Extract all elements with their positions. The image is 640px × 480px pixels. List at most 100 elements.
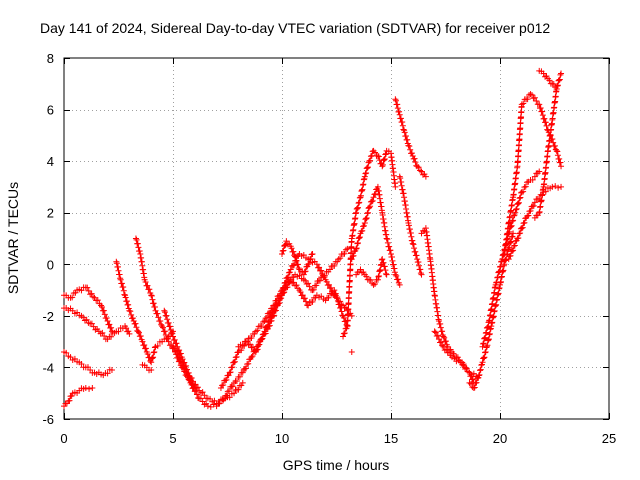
data-point (518, 189, 525, 196)
series-arc-2 (61, 304, 133, 343)
data-point (178, 359, 185, 366)
data-point (413, 252, 420, 259)
data-point (524, 179, 531, 186)
data-point (375, 153, 382, 160)
data-point (182, 365, 189, 372)
data-point (123, 298, 130, 305)
data-point (558, 163, 565, 170)
data-point (506, 239, 513, 246)
data-point (340, 333, 347, 340)
data-point (68, 392, 75, 399)
data-point (136, 247, 143, 254)
data-point (402, 133, 409, 140)
data-point (232, 354, 239, 361)
data-point (310, 286, 317, 293)
data-point (515, 200, 522, 207)
data-point (184, 372, 191, 379)
data-point (477, 366, 484, 373)
data-point (363, 169, 370, 176)
data-point (268, 313, 275, 320)
data-point (480, 340, 487, 347)
data-point (306, 256, 313, 263)
data-point (299, 292, 306, 299)
data-point (406, 143, 413, 150)
data-point (265, 318, 272, 325)
data-point (556, 76, 563, 83)
data-point (422, 173, 429, 180)
data-point (176, 347, 183, 354)
data-point (459, 359, 466, 366)
data-point (167, 323, 174, 330)
series-arc-16 (392, 96, 429, 180)
data-point (117, 275, 124, 282)
data-point (392, 97, 399, 104)
data-point (502, 256, 509, 263)
data-point (274, 301, 281, 308)
data-point (483, 329, 490, 336)
data-point (154, 342, 161, 349)
data-point (135, 244, 142, 251)
data-point (482, 348, 489, 355)
data-point (354, 240, 361, 247)
data-point (300, 271, 307, 278)
data-point (340, 314, 347, 321)
data-point (148, 367, 155, 374)
data-point (303, 280, 310, 287)
data-point (247, 341, 254, 348)
data-point (142, 278, 149, 285)
data-point (542, 119, 549, 126)
data-point (90, 323, 97, 330)
series-arc-18 (418, 225, 477, 386)
data-point (162, 309, 169, 316)
data-point (481, 354, 488, 361)
data-point (101, 311, 108, 318)
data-point (85, 287, 92, 294)
data-point (485, 323, 492, 330)
data-point (245, 360, 252, 367)
data-point (132, 320, 139, 327)
data-point (404, 136, 411, 143)
data-point (226, 369, 233, 376)
data-point (493, 279, 500, 286)
data-point (355, 200, 362, 207)
data-point (135, 329, 142, 336)
data-point (199, 398, 206, 405)
tick-layer: 0 5 10 15 20 25 -6 -4 -2 0 2 4 6 8 (42, 51, 616, 446)
data-point (114, 263, 121, 270)
data-point (290, 279, 297, 286)
data-point (115, 267, 122, 274)
data-point (392, 271, 399, 278)
data-point (108, 324, 115, 331)
data-point (290, 248, 297, 255)
x-tick-label: 5 (169, 431, 176, 446)
data-point (305, 302, 312, 309)
data-point (188, 381, 195, 388)
data-point (516, 195, 523, 202)
data-point (266, 322, 273, 329)
data-point (349, 253, 356, 260)
data-point (245, 341, 252, 348)
data-point (536, 168, 543, 175)
series-arc-21 (479, 168, 543, 350)
data-point (540, 70, 547, 77)
series-arc-11 (235, 276, 351, 355)
data-point (248, 344, 255, 351)
grid-layer (64, 58, 609, 419)
data-point (255, 341, 262, 348)
data-point (289, 280, 296, 287)
data-point (383, 270, 390, 277)
data-point (439, 332, 446, 339)
data-point (167, 327, 174, 334)
data-point (370, 281, 377, 288)
data-point (442, 338, 449, 345)
data-point (482, 349, 489, 356)
data-point (462, 365, 469, 372)
data-point (161, 307, 168, 314)
data-point (412, 159, 419, 166)
data-point (510, 217, 517, 224)
data-point (475, 372, 482, 379)
data-point (199, 389, 206, 396)
data-point (186, 376, 193, 383)
data-point (281, 242, 288, 249)
